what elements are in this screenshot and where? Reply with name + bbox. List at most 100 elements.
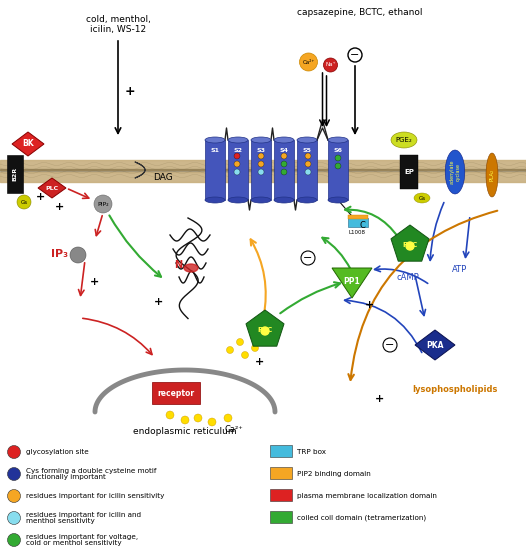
Text: PP1: PP1 <box>343 276 360 286</box>
Text: EP: EP <box>404 169 414 175</box>
Circle shape <box>166 411 174 419</box>
Circle shape <box>348 48 362 62</box>
Ellipse shape <box>274 197 294 203</box>
Polygon shape <box>246 310 284 346</box>
Bar <box>251 140 271 200</box>
Ellipse shape <box>228 197 248 203</box>
Text: cAMP: cAMP <box>397 273 419 282</box>
Text: +: + <box>55 202 64 212</box>
Bar <box>348 218 368 227</box>
Text: +: + <box>375 394 385 404</box>
Text: S4: S4 <box>279 148 288 153</box>
Bar <box>152 382 200 404</box>
Bar <box>348 215 368 219</box>
Text: PLC: PLC <box>45 185 58 190</box>
Circle shape <box>281 153 287 159</box>
Circle shape <box>234 169 240 175</box>
Text: Gs: Gs <box>21 199 27 204</box>
Text: DAG: DAG <box>153 173 173 183</box>
Text: endoplasmic reticulum: endoplasmic reticulum <box>133 428 237 437</box>
Text: Na⁺: Na⁺ <box>325 62 336 67</box>
Circle shape <box>70 247 86 263</box>
Text: Ca²⁺: Ca²⁺ <box>225 426 244 434</box>
Ellipse shape <box>391 132 417 148</box>
Circle shape <box>281 161 287 167</box>
Circle shape <box>181 416 189 424</box>
Circle shape <box>305 169 311 175</box>
Circle shape <box>237 339 244 345</box>
Bar <box>0 172 526 182</box>
Text: PKA: PKA <box>426 340 444 349</box>
Ellipse shape <box>328 137 348 143</box>
Polygon shape <box>445 150 465 194</box>
Ellipse shape <box>184 264 198 272</box>
Text: PIP2 binding domain: PIP2 binding domain <box>297 471 371 477</box>
Text: glycosylation site: glycosylation site <box>26 449 89 455</box>
Text: Ca²⁺: Ca²⁺ <box>302 60 315 65</box>
Text: S5: S5 <box>302 148 311 153</box>
Text: −: − <box>350 50 360 60</box>
Ellipse shape <box>205 137 225 143</box>
Text: S2: S2 <box>234 148 242 153</box>
Bar <box>328 140 348 200</box>
Bar <box>400 155 418 189</box>
Text: +: + <box>154 297 163 307</box>
Text: ATP: ATP <box>452 266 468 275</box>
Circle shape <box>258 161 264 167</box>
Text: Cys forming a double cysteine motif
functionally important: Cys forming a double cysteine motif func… <box>26 467 156 481</box>
Circle shape <box>305 153 311 159</box>
Bar <box>274 140 294 200</box>
Circle shape <box>305 161 311 167</box>
Circle shape <box>7 467 21 481</box>
Text: +: + <box>255 357 264 367</box>
Ellipse shape <box>205 197 225 203</box>
Circle shape <box>234 153 240 159</box>
Text: cold, menthol,
icilin, WS-12: cold, menthol, icilin, WS-12 <box>86 15 150 35</box>
Circle shape <box>335 155 341 161</box>
Text: PKC: PKC <box>257 327 272 333</box>
Text: IP₃: IP₃ <box>52 249 68 259</box>
Polygon shape <box>332 268 372 298</box>
Text: capsazepine, BCTC, ethanol: capsazepine, BCTC, ethanol <box>297 8 423 17</box>
Circle shape <box>194 414 202 422</box>
Bar <box>270 511 292 523</box>
Circle shape <box>258 169 264 175</box>
Text: PGE₂: PGE₂ <box>396 137 412 143</box>
Ellipse shape <box>297 197 317 203</box>
Text: N: N <box>174 260 182 270</box>
Bar <box>270 489 292 501</box>
Text: residues important for icilin and
menthol sensitivity: residues important for icilin and mentho… <box>26 511 141 525</box>
Ellipse shape <box>228 137 248 143</box>
Circle shape <box>94 195 112 213</box>
Circle shape <box>241 351 248 359</box>
Ellipse shape <box>251 137 271 143</box>
Bar <box>0 160 526 170</box>
Ellipse shape <box>274 137 294 143</box>
Circle shape <box>208 418 216 426</box>
Text: PKC: PKC <box>402 242 418 248</box>
Bar <box>7 155 23 193</box>
Circle shape <box>251 344 258 351</box>
Text: +: + <box>36 192 45 202</box>
Text: receptor: receptor <box>157 388 195 398</box>
Text: S3: S3 <box>257 148 266 153</box>
Text: −: − <box>304 253 312 263</box>
Text: adenylate
cyclase: adenylate cyclase <box>450 160 460 184</box>
Polygon shape <box>12 132 44 156</box>
Circle shape <box>261 327 269 335</box>
Text: S1: S1 <box>210 148 219 153</box>
Bar <box>205 140 225 200</box>
Ellipse shape <box>251 197 271 203</box>
Text: coiled coil domain (tetramerization): coiled coil domain (tetramerization) <box>297 515 426 521</box>
Polygon shape <box>391 225 429 261</box>
Polygon shape <box>38 178 66 198</box>
Text: residues important for icilin sensitivity: residues important for icilin sensitivit… <box>26 493 164 499</box>
Text: plasma membrane localization domain: plasma membrane localization domain <box>297 493 437 499</box>
Circle shape <box>335 163 341 169</box>
Polygon shape <box>486 153 498 197</box>
Text: S6: S6 <box>333 148 342 153</box>
Bar <box>297 140 317 200</box>
Text: BK: BK <box>22 139 34 149</box>
Polygon shape <box>415 330 455 360</box>
Bar <box>270 445 292 457</box>
